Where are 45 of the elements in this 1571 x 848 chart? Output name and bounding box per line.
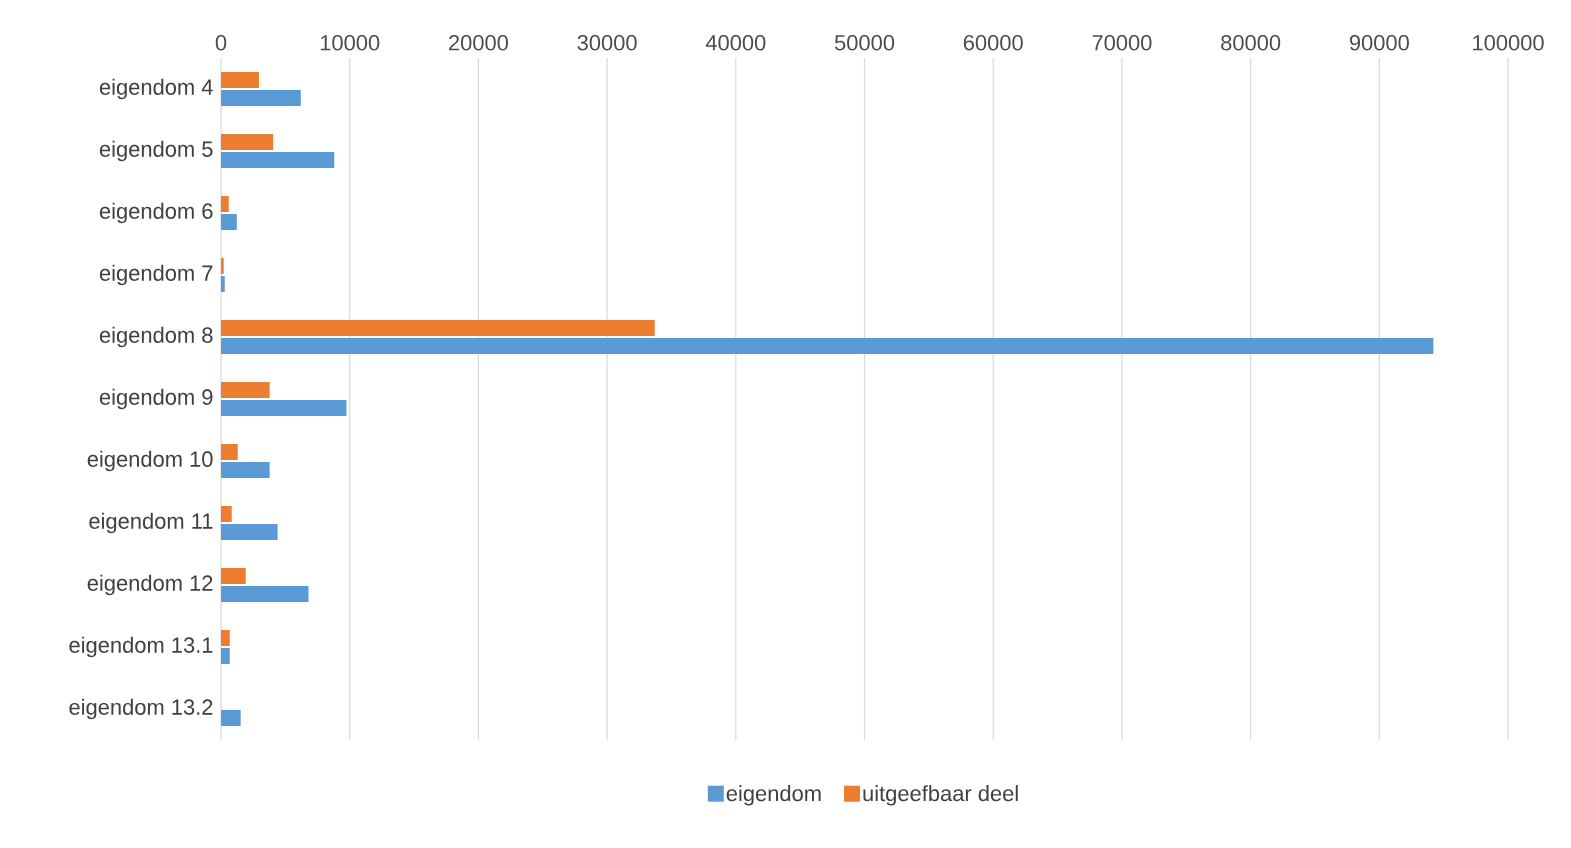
bar — [221, 275, 225, 292]
x-tick-label: 70000 — [1092, 34, 1152, 51]
bar — [221, 258, 224, 274]
x-tick-label: 0 — [215, 34, 227, 51]
bar — [221, 506, 232, 523]
x-tick-label: 90000 — [1349, 34, 1409, 51]
bar — [221, 72, 259, 88]
y-tick-label: eigendom 10 — [87, 450, 213, 472]
x-tick-label: 10000 — [320, 34, 380, 51]
y-tick-label: eigendom 7 — [99, 264, 213, 286]
y-tick-label: eigendom 12 — [87, 574, 213, 596]
bar — [221, 196, 229, 212]
bar — [221, 648, 230, 664]
y-tick-label: eigendom 13.1 — [69, 636, 213, 658]
y-tick-label: eigendom 8 — [99, 326, 213, 348]
x-tick-label: 40000 — [705, 34, 766, 51]
y-tick-label: eigendom 9 — [99, 388, 213, 410]
y-tick-label: eigendom 11 — [89, 512, 213, 534]
bar — [221, 524, 278, 540]
legend-label: uitgeefbaar deel — [863, 785, 1018, 806]
bar — [221, 213, 237, 230]
x-tick-label: 50000 — [834, 34, 895, 51]
bar — [221, 568, 246, 585]
bar — [221, 134, 274, 150]
bar — [221, 89, 301, 106]
bar — [221, 586, 309, 602]
x-tick-label: 100000 — [1473, 34, 1544, 51]
y-tick-label: eigendom 6 — [99, 202, 213, 224]
bar — [221, 400, 347, 416]
x-tick-label: 20000 — [449, 34, 509, 51]
bar — [221, 710, 241, 726]
y-tick-label: eigendom 13.2 — [69, 698, 213, 720]
legend-label: eigendom — [726, 785, 821, 806]
y-tick-label: eigendom 5 — [99, 140, 213, 162]
x-tick-label: 60000 — [963, 34, 1023, 51]
bar — [221, 444, 238, 461]
bar — [221, 338, 1434, 354]
y-tick-label: eigendom 4 — [99, 78, 213, 100]
bar — [221, 462, 270, 478]
bar — [221, 382, 270, 398]
x-tick-label: 80000 — [1221, 34, 1281, 51]
bar — [221, 151, 335, 168]
x-tick-label: 30000 — [577, 34, 637, 51]
bar — [221, 630, 230, 647]
bar — [221, 320, 655, 336]
